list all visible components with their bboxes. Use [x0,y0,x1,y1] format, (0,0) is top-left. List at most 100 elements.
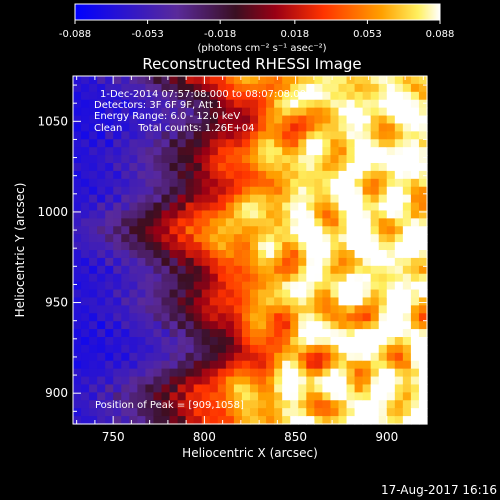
heatmap-cell [177,313,187,322]
heatmap-cell [209,368,219,378]
heatmap-cell [314,384,324,393]
heatmap-cell [113,281,122,291]
heatmap-cell [153,163,163,172]
heatmap-cell [402,226,412,235]
heatmap-cell [89,408,98,417]
heatmap-cell [314,376,324,386]
heatmap-cells [73,76,428,425]
heatmap-cell [274,91,283,101]
heatmap-cell [274,170,283,180]
heatmap-cell [153,273,163,283]
heatmap-cell [354,329,364,338]
heatmap-cell [274,226,283,235]
heatmap-cell [97,257,106,267]
heatmap-cell [225,289,235,299]
heatmap-cell [97,392,106,401]
heatmap-cell [418,297,428,306]
heatmap-cell [145,107,155,117]
heatmap-cell [314,344,324,354]
heatmap-cell [129,242,138,251]
heatmap-cell [378,384,388,393]
heatmap-cell [354,218,364,227]
heatmap-cell [330,321,340,330]
heatmap-cell [73,139,82,148]
heatmap-cell [290,297,299,306]
heatmap-cell [177,289,187,299]
heatmap-cell [386,321,396,330]
heatmap-cell [282,297,291,306]
heatmap-cell [97,360,106,370]
heatmap-cell [81,99,90,109]
heatmap-cell [346,226,356,235]
heatmap-cell [266,321,275,330]
heatmap-cell [177,155,187,164]
heatmap-cell [338,376,348,386]
heatmap-cell [129,186,138,196]
heatmap-cell [386,281,396,291]
heatmap-cell [370,178,380,188]
heatmap-cell [362,99,372,109]
heatmap-cell [362,242,372,251]
heatmap-cell [298,242,307,251]
heatmap-cell [233,281,243,291]
heatmap-cell [113,147,122,156]
heatmap-cell [81,329,90,338]
heatmap-cell [322,218,332,227]
heatmap-cell [233,344,243,354]
heatmap-cell [89,416,98,425]
heatmap-cell [241,400,251,409]
heatmap-cell [314,352,324,362]
heatmap-cell [121,218,130,227]
heatmap-cell [185,400,195,409]
heatmap-cell [362,376,372,386]
heatmap-cell [105,250,114,259]
heatmap-cell [209,352,219,362]
heatmap-cell [370,329,380,338]
heatmap-cell [209,202,219,212]
heatmap-cell [145,360,155,370]
heatmap-cell [209,384,219,393]
heatmap-cell [161,297,171,306]
heatmap-cell [129,194,138,204]
heatmap-cell [209,242,219,251]
heatmap-cell [354,131,364,140]
heatmap-cell [209,281,219,291]
heatmap-cell [394,408,404,417]
heatmap-cell [322,226,332,235]
heatmap-cell [97,226,106,235]
heatmap-cell [241,91,251,101]
heatmap-cell [314,194,324,204]
heatmap-cell [233,289,243,299]
heatmap-cell [113,392,122,401]
heatmap-cell [330,170,340,180]
heatmap-cell [346,147,356,156]
heatmap-cell [418,163,428,172]
heatmap-cell [346,163,356,172]
heatmap-cell [121,352,130,362]
heatmap-cell [193,281,203,291]
heatmap-cell [129,344,138,354]
heatmap-cell [193,352,203,362]
heatmap-cell [250,344,259,354]
heatmap-cell [177,226,187,235]
heatmap-cell [370,123,380,132]
heatmap-cell [169,234,179,243]
heatmap-cell [330,313,340,322]
heatmap-cell [362,344,372,354]
heatmap-cell [250,194,259,204]
peak-position-label: Position of Peak = [909,1058] [95,400,244,411]
heatmap-cell [370,226,380,235]
heatmap-cell [161,400,171,409]
heatmap-cell [258,360,267,370]
heatmap-cell [370,202,380,212]
heatmap-cell [362,155,372,164]
heatmap-cell [97,368,106,378]
heatmap-cell [145,123,155,132]
heatmap-cell [346,76,356,85]
heatmap-cell [233,76,243,85]
heatmap-cell [258,297,267,306]
heatmap-cell [346,83,356,93]
heatmap-cell [314,99,324,109]
heatmap-cell [161,368,171,378]
heatmap-cell [137,202,147,212]
